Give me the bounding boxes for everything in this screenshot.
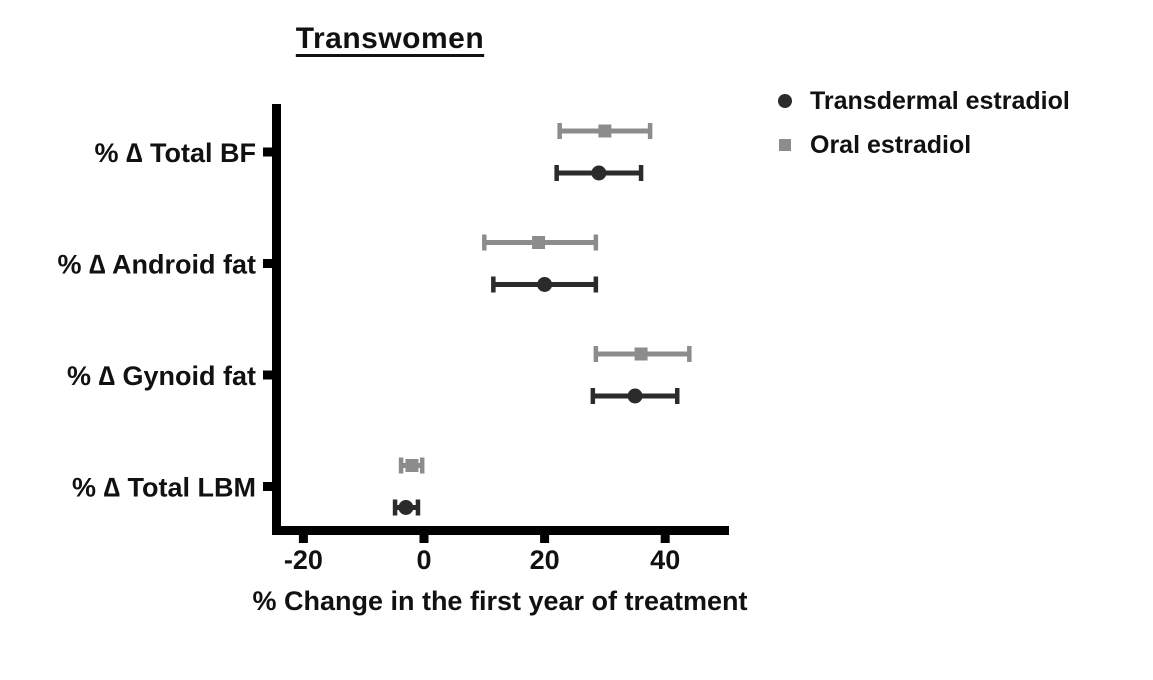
category-label: % ∆ Total BF (94, 138, 256, 168)
transdermal-circle-marker-icon (778, 94, 792, 108)
category-label: % ∆ Android fat (57, 250, 256, 280)
x-tick-label: 40 (650, 545, 680, 575)
y-tick (263, 147, 272, 157)
x-tick-label: 20 (530, 545, 560, 575)
data-point-circle (591, 165, 607, 181)
x-tick (660, 535, 670, 543)
legend-label-transdermal: Transdermal estradiol (810, 87, 1070, 115)
legend-label-oral: Oral estradiol (810, 131, 972, 159)
category-label: % ∆ Total LBM (72, 473, 256, 503)
category-label: % ∆ Gynoid fat (67, 361, 256, 391)
x-axis-spine (272, 526, 729, 535)
legend: Transdermal estradiol Oral estradiol (778, 88, 1070, 158)
y-axis-spine (272, 104, 281, 535)
x-tick (540, 535, 550, 543)
oral-square-marker-icon (779, 139, 791, 151)
data-point-square (598, 124, 612, 138)
x-tick-label: 0 (416, 545, 431, 575)
data-point-circle (398, 500, 414, 515)
x-tick (419, 535, 429, 543)
data-point-square (532, 236, 546, 249)
data-point-circle (627, 388, 643, 404)
y-tick (263, 370, 272, 380)
x-axis-label: % Change in the first year of treatment (252, 586, 748, 616)
data-point-square (634, 347, 648, 361)
legend-item-oral: Oral estradiol (778, 132, 1070, 158)
y-tick (263, 482, 272, 491)
chart-title: Transwomen (295, 22, 485, 55)
legend-item-transdermal: Transdermal estradiol (778, 88, 1070, 114)
data-point-circle (537, 277, 553, 292)
x-tick (298, 535, 308, 543)
y-tick (263, 259, 272, 268)
data-point-square (405, 459, 419, 472)
x-tick-label: -20 (284, 545, 323, 575)
